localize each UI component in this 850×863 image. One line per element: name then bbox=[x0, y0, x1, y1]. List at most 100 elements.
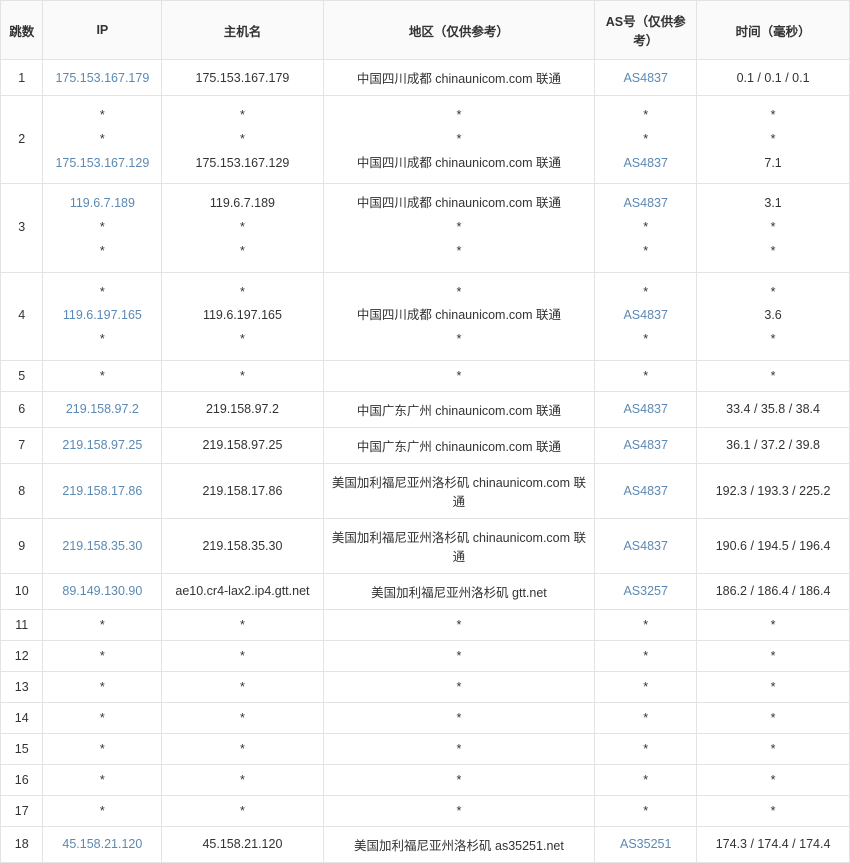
cell-host-text: * bbox=[166, 711, 318, 725]
table-row: 18 45.158.21.120 45.158.21.120 美国加利福尼亚州洛杉矶 … bbox=[1, 826, 850, 862]
cell-as-link[interactable]: AS35251 bbox=[620, 837, 671, 851]
cell-host-text: * bbox=[166, 680, 318, 694]
cell-ip: * bbox=[43, 733, 162, 764]
cell-host: 219.158.35.30 bbox=[162, 518, 323, 573]
cell-region-text: * bbox=[328, 281, 591, 305]
cell-time: 3.1** bbox=[697, 184, 850, 272]
cell-time-text: * bbox=[701, 128, 845, 152]
cell-as-link[interactable]: AS4837 bbox=[623, 156, 667, 170]
cell-ip-link[interactable]: 45.158.21.120 bbox=[62, 837, 142, 851]
cell-as-text: * bbox=[599, 649, 692, 663]
cell-time: *3.6* bbox=[697, 272, 850, 360]
cell-region: 美国加利福尼亚州洛杉矶 chinaunicom.com 联通 bbox=[323, 518, 595, 573]
cell-time-text: * bbox=[701, 104, 845, 128]
cell-region-text: 中国四川成都 chinaunicom.com 联通 bbox=[328, 192, 591, 216]
cell-as: *AS4837* bbox=[595, 272, 697, 360]
cell-region-text: * bbox=[328, 618, 591, 632]
cell-region-text: * bbox=[328, 328, 591, 352]
cell-hop: 15 bbox=[1, 733, 43, 764]
cell-ip-link[interactable]: 219.158.35.30 bbox=[62, 539, 142, 553]
cell-host: 45.158.21.120 bbox=[162, 826, 323, 862]
cell-as-link[interactable]: AS4837 bbox=[623, 484, 667, 498]
cell-host: *119.6.197.165* bbox=[162, 272, 323, 360]
cell-as: * bbox=[595, 795, 697, 826]
cell-region: 中国广东广州 chinaunicom.com 联通 bbox=[323, 427, 595, 463]
cell-ip-link[interactable]: 219.158.97.25 bbox=[62, 438, 142, 452]
cell-as-link[interactable]: AS4837 bbox=[623, 71, 667, 85]
cell-as-link[interactable]: AS4837 bbox=[623, 438, 667, 452]
cell-hop: 16 bbox=[1, 764, 43, 795]
cell-region-text: 美国加利福尼亚州洛杉矶 as35251.net bbox=[328, 835, 591, 854]
cell-ip-text: * bbox=[47, 680, 157, 694]
cell-ip-link[interactable]: 175.153.167.129 bbox=[55, 156, 149, 170]
cell-region: 中国四川成都 chinaunicom.com 联通 bbox=[323, 60, 595, 96]
cell-host-text: * bbox=[166, 773, 318, 787]
cell-region-text: * bbox=[328, 104, 591, 128]
cell-ip: 89.149.130.90 bbox=[43, 573, 162, 609]
cell-ip-text: * bbox=[47, 773, 157, 787]
cell-time-text: 33.4 / 35.8 / 38.4 bbox=[701, 402, 845, 416]
cell-ip-link[interactable]: 119.6.7.189 bbox=[70, 196, 135, 210]
cell-ip-link[interactable]: 219.158.97.2 bbox=[66, 402, 139, 416]
cell-host: 219.158.17.86 bbox=[162, 463, 323, 518]
cell-host: * bbox=[162, 671, 323, 702]
cell-host-text: * bbox=[166, 216, 318, 240]
cell-hop: 17 bbox=[1, 795, 43, 826]
cell-as-link[interactable]: AS4837 bbox=[623, 308, 667, 322]
cell-ip-link[interactable]: 89.149.130.90 bbox=[62, 584, 142, 598]
cell-hop: 13 bbox=[1, 671, 43, 702]
table-row: 2**175.153.167.129**175.153.167.129**中国四… bbox=[1, 96, 850, 184]
cell-ip-text: * bbox=[47, 369, 157, 383]
cell-hop: 6 bbox=[1, 391, 43, 427]
cell-region-text: 中国广东广州 chinaunicom.com 联通 bbox=[328, 400, 591, 419]
cell-time: * bbox=[697, 609, 850, 640]
cell-host-text: * bbox=[166, 128, 318, 152]
cell-ip-link[interactable]: 119.6.197.165 bbox=[63, 308, 142, 322]
cell-region-text: 中国四川成都 chinaunicom.com 联通 bbox=[328, 304, 591, 328]
cell-ip: 119.6.7.189** bbox=[43, 184, 162, 272]
cell-ip-text: * bbox=[47, 104, 157, 128]
table-row: 9219.158.35.30219.158.35.30美国加利福尼亚州洛杉矶 c… bbox=[1, 518, 850, 573]
cell-ip-text: * bbox=[47, 128, 157, 152]
cell-ip: * bbox=[43, 764, 162, 795]
cell-region: * bbox=[323, 702, 595, 733]
cell-as-link[interactable]: AS4837 bbox=[623, 539, 667, 553]
cell-time-text: 7.1 bbox=[701, 152, 845, 176]
table-row: 13***** bbox=[1, 671, 850, 702]
cell-ip-link[interactable]: 219.158.17.86 bbox=[62, 484, 142, 498]
cell-host: * bbox=[162, 640, 323, 671]
cell-hop: 18 bbox=[1, 826, 43, 862]
cell-ip-link[interactable]: 175.153.167.179 bbox=[55, 71, 149, 85]
table-row: 14***** bbox=[1, 702, 850, 733]
cell-hop: 2 bbox=[1, 96, 43, 184]
cell-time-text: * bbox=[701, 281, 845, 305]
col-header-region: 地区（仅供参考） bbox=[323, 1, 595, 60]
cell-region-text: * bbox=[328, 240, 591, 264]
cell-time-text: 190.6 / 194.5 / 196.4 bbox=[701, 539, 845, 553]
cell-region-text: * bbox=[328, 711, 591, 725]
cell-region-text: 美国加利福尼亚州洛杉矶 chinaunicom.com 联通 bbox=[328, 472, 591, 510]
cell-host: * bbox=[162, 764, 323, 795]
cell-as-link[interactable]: AS4837 bbox=[623, 402, 667, 416]
cell-ip-text: * bbox=[47, 649, 157, 663]
cell-as: **AS4837 bbox=[595, 96, 697, 184]
cell-time-text: * bbox=[701, 804, 845, 818]
cell-region: * bbox=[323, 795, 595, 826]
table-row: 3119.6.7.189**119.6.7.189**中国四川成都 chinau… bbox=[1, 184, 850, 272]
cell-ip-text: * bbox=[47, 328, 157, 352]
table-row: 6219.158.97.2219.158.97.2中国广东广州 chinauni… bbox=[1, 391, 850, 427]
cell-ip-text: * bbox=[47, 742, 157, 756]
cell-as-link[interactable]: AS4837 bbox=[623, 196, 667, 210]
cell-as-text: * bbox=[599, 369, 692, 383]
cell-region: **中国四川成都 chinaunicom.com 联通 bbox=[323, 96, 595, 184]
cell-host: * bbox=[162, 360, 323, 391]
table-row: 7219.158.97.25219.158.97.25中国广东广州 chinau… bbox=[1, 427, 850, 463]
cell-as-link[interactable]: AS3257 bbox=[623, 584, 667, 598]
cell-region: 中国四川成都 chinaunicom.com 联通** bbox=[323, 184, 595, 272]
cell-time-text: * bbox=[701, 649, 845, 663]
cell-time-text: 3.6 bbox=[701, 304, 845, 328]
cell-host-text: 119.6.197.165 bbox=[166, 304, 318, 328]
cell-host-text: * bbox=[166, 649, 318, 663]
cell-ip-text: * bbox=[47, 618, 157, 632]
table-row: 1175.153.167.179175.153.167.179中国四川成都 ch… bbox=[1, 60, 850, 96]
